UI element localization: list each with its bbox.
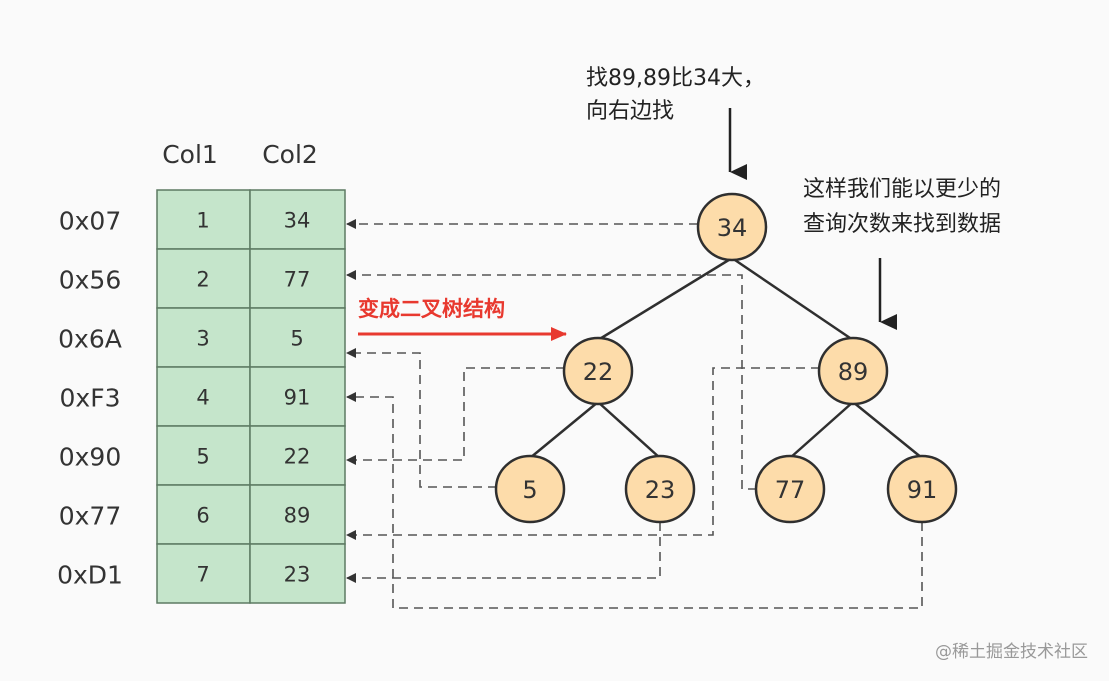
pointer-lines: [346, 219, 923, 609]
cell-col2: [249, 425, 346, 486]
cell-col2: [249, 543, 346, 604]
cell-col2-text: 22: [284, 445, 311, 469]
tree-node-label: 22: [583, 358, 614, 386]
cell-col2-text: 5: [290, 327, 303, 351]
row-address: 0x90: [59, 443, 122, 472]
pointer-89: [346, 367, 820, 540]
tree-node-circle: [624, 454, 696, 524]
benefit-line2: 查询次数来找到数据: [803, 212, 1001, 237]
tree-node-label: 77: [775, 476, 806, 504]
cell-col1-text: 1: [196, 209, 209, 233]
tree-node: 22: [562, 336, 634, 406]
tree-node-circle: [886, 454, 958, 524]
pointer-5: [346, 348, 497, 488]
table-row: 0xD1 7 23: [57, 543, 346, 604]
tree-node: 34: [696, 192, 768, 262]
row-address: 0x07: [59, 207, 122, 236]
cell-col1: [156, 543, 251, 604]
table-row: 0xF3 4 91: [60, 366, 346, 427]
tree-node: 5: [494, 454, 566, 524]
transform-label: 变成二叉树结构: [358, 297, 505, 321]
tree-node-circle: [696, 192, 768, 262]
benefit-line1: 这样我们能以更少的: [803, 177, 1001, 202]
row-address: 0x77: [59, 502, 122, 531]
cell-col1: [156, 248, 251, 309]
row-address: 0x6A: [58, 325, 122, 354]
pointer-23: [346, 522, 661, 583]
tree-node-label: 34: [717, 214, 748, 242]
cell-col1-text: 4: [196, 386, 209, 410]
cell-col1-text: 7: [196, 563, 209, 587]
table-row: 0x56 2 77: [59, 248, 346, 309]
cell-col1-text: 3: [196, 327, 209, 351]
data-table: 0x07 1 34 0x56 2 77 0x6A 3 5 0xF3 4 91 0x90 5 22 0x77 6 8…: [57, 189, 346, 604]
pointer-91: [346, 392, 923, 609]
tree-edges: [529, 256, 923, 459]
tree-node: 89: [817, 336, 889, 406]
cell-col2: [249, 484, 346, 545]
col1-header: Col1: [162, 140, 218, 169]
cell-col2-text: 91: [284, 386, 311, 410]
tree-node-label: 5: [522, 476, 537, 504]
row-address: 0xF3: [60, 384, 121, 413]
tree-node: 77: [754, 454, 826, 524]
tree-node-circle: [562, 336, 634, 406]
tree-node-circle: [817, 336, 889, 406]
cell-col1: [156, 189, 251, 250]
cell-col2-text: 23: [284, 563, 311, 587]
cell-col2-text: 34: [284, 209, 311, 233]
cell-col2-text: 77: [284, 268, 311, 292]
cell-col2: [249, 366, 346, 427]
tree-node-label: 91: [907, 476, 938, 504]
col2-header: Col2: [262, 140, 318, 169]
table-row: 0x07 1 34: [59, 189, 346, 250]
tree-node: 23: [624, 454, 696, 524]
cell-col2: [249, 248, 346, 309]
cell-col1-text: 6: [196, 504, 209, 528]
pointer-22: [346, 367, 565, 465]
tree-node: 91: [886, 454, 958, 524]
binary-tree: 34 22 89 5 23 77 91: [494, 192, 958, 524]
search-note-line2: 向右边找: [586, 99, 674, 124]
cell-col2-text: 89: [284, 504, 311, 528]
cell-col1-text: 5: [196, 445, 209, 469]
search-note-line1: 找89,89比34大，: [586, 66, 765, 91]
table-row: 0x6A 3 5: [58, 307, 346, 368]
cell-col1-text: 2: [196, 268, 209, 292]
pointer-77: [346, 270, 757, 490]
cell-col2: [249, 189, 346, 250]
table-row: 0x90 5 22: [59, 425, 346, 486]
row-address: 0x56: [59, 266, 122, 295]
tree-node-label: 23: [645, 476, 676, 504]
tree-node-circle: [754, 454, 826, 524]
table-row: 0x77 6 89: [59, 484, 346, 545]
watermark: @稀土掘金技术社区: [935, 642, 1088, 662]
cell-col2: [249, 307, 346, 368]
row-address: 0xD1: [57, 561, 123, 590]
tree-node-circle: [494, 454, 566, 524]
tree-node-label: 89: [838, 358, 869, 386]
